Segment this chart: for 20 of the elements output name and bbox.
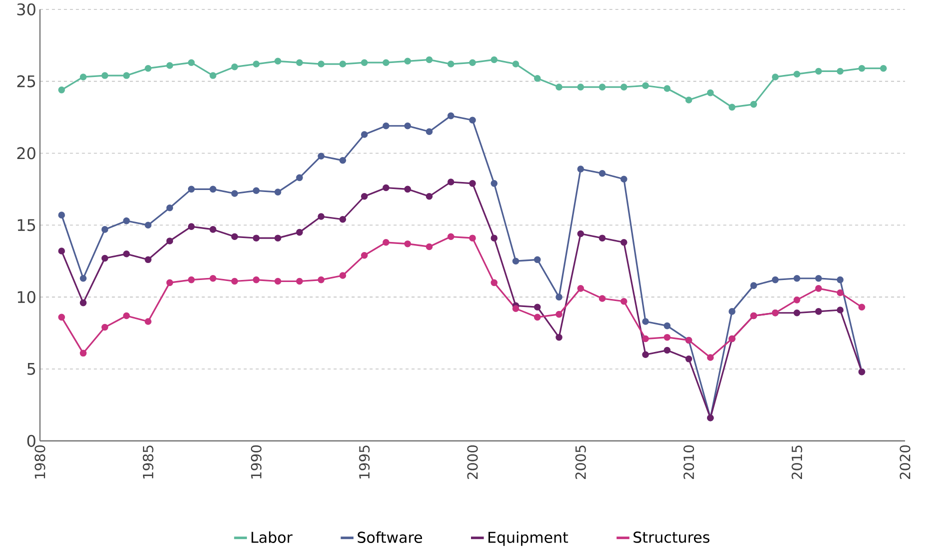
y-tick-label: 5	[28, 363, 36, 376]
legend-label: Equipment	[488, 532, 568, 546]
y-tick-label: 10	[18, 291, 36, 304]
x-tick-label: 2000	[467, 445, 478, 480]
y-tick-label: 30	[17, 3, 36, 16]
y-tick-label: 25	[17, 75, 36, 88]
y-tick-label: 15	[18, 219, 36, 232]
x-tick-label: 1995	[359, 446, 370, 479]
x-tick-label: 2020	[900, 445, 910, 480]
x-tick-label: 1990	[250, 445, 262, 479]
y-tick-label: 0	[27, 434, 36, 448]
x-tick-label: 2015	[792, 446, 802, 480]
y-tick-label: 20	[17, 147, 36, 160]
x-tick-label: 2005	[575, 446, 586, 480]
legend-label: Software	[358, 532, 422, 544]
x-tick-label: 1985	[142, 446, 154, 479]
x-tick-label: 2010	[683, 445, 694, 480]
x-tick-label: 1980	[34, 445, 46, 479]
legend-label: Structures	[634, 532, 710, 543]
legend-label: Labor	[252, 532, 293, 544]
